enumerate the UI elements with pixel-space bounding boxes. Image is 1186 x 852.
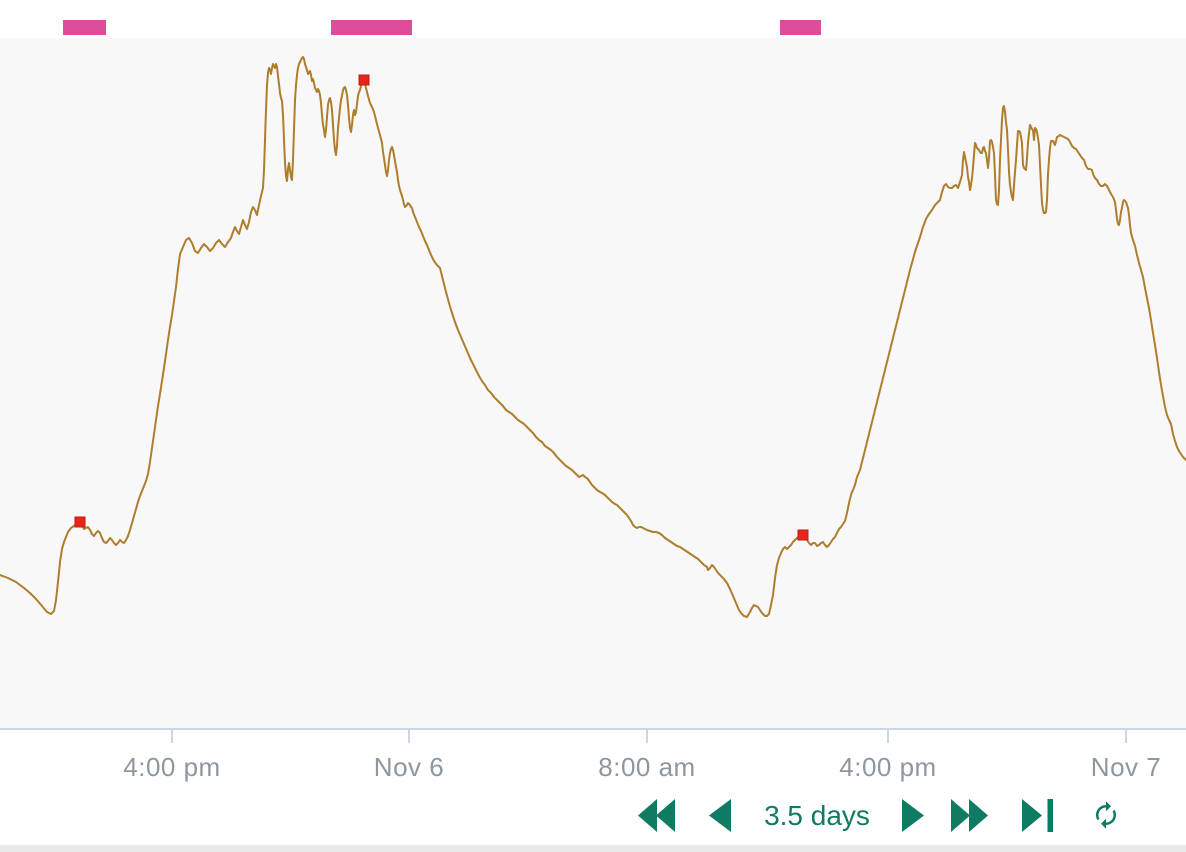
x-axis-label: 4:00 pm — [839, 752, 937, 782]
x-axis-label: Nov 6 — [373, 752, 445, 782]
event-span-bar — [780, 20, 821, 35]
right-arrow-icon — [902, 799, 924, 832]
flag-marker — [358, 74, 370, 86]
x-axis-tick — [646, 728, 648, 743]
right-arrow-to-bar-icon — [1022, 799, 1053, 832]
bottom-divider — [0, 845, 1186, 852]
jump-forward-button[interactable] — [951, 799, 988, 832]
step-forward-button[interactable] — [902, 799, 924, 832]
jump-back-button[interactable] — [638, 799, 675, 832]
series-line — [0, 56, 1186, 618]
event-span-bar — [331, 20, 412, 35]
step-back-button[interactable] — [709, 799, 731, 832]
time-range-label: 3.5 days — [764, 800, 870, 831]
x-axis-tick — [887, 728, 889, 743]
left-arrow-icon — [709, 799, 731, 832]
x-axis-tick — [171, 728, 173, 743]
skip-to-latest-button[interactable] — [1022, 799, 1053, 832]
x-axis-line — [0, 728, 1186, 730]
flag-marker — [797, 529, 809, 541]
x-axis-label: Nov 7 — [1090, 752, 1162, 782]
refresh-button[interactable] — [1091, 800, 1121, 830]
x-axis-tick — [408, 728, 410, 743]
flag-marker — [74, 516, 86, 528]
double-left-arrows-icon — [638, 799, 675, 832]
refresh-icon — [1096, 801, 1116, 829]
x-axis-label: 4:00 pm — [123, 752, 221, 782]
double-right-arrows-icon — [951, 799, 988, 832]
x-axis-label: 8:00 am — [598, 752, 696, 782]
x-axis-tick — [1125, 728, 1127, 743]
event-span-bar — [63, 20, 106, 35]
